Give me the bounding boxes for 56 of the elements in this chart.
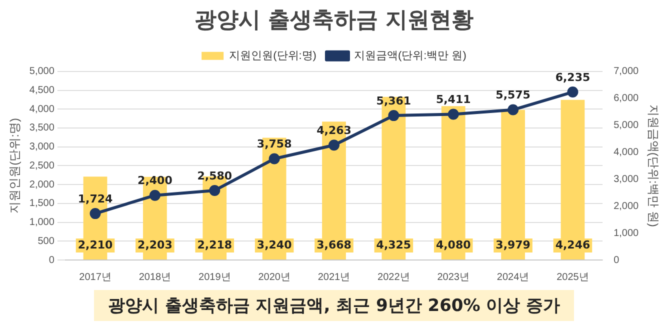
point [328, 140, 340, 151]
y2-axis-title: 지원금액(단위:백만 원) [646, 104, 660, 228]
x-tick-label: 2020년 [258, 272, 290, 283]
y2-tick-label: 4,000 [614, 146, 640, 158]
data-label: 4,325 [376, 238, 412, 252]
chart-title: 광양시 출생축하금 지원현황 [194, 8, 474, 33]
data-label: 3,240 [256, 238, 292, 252]
data-label: 3,668 [316, 238, 352, 252]
x-tick-label: 2023년 [437, 272, 470, 283]
y-tick-label: 0 [48, 254, 55, 266]
y2-tick-label: 0 [614, 254, 620, 266]
y-tick-label: 4,500 [29, 85, 55, 96]
y-tick-label: 4,000 [29, 104, 55, 115]
y2-tick-label: 3,000 [614, 174, 640, 185]
point [209, 184, 220, 196]
data-label: 2,203 [138, 238, 172, 252]
point [388, 110, 400, 122]
x-tick-label: 2017년 [79, 272, 112, 283]
point [268, 153, 280, 164]
y2-tick-label: 7,000 [614, 66, 640, 78]
y-tick-label: 5,000 [29, 66, 55, 78]
point [448, 108, 459, 120]
y-tick-label: 3,000 [29, 142, 55, 153]
y2-tick-label: 6,000 [614, 93, 640, 104]
y2-tick-label: 2,000 [614, 200, 640, 212]
data-label: 4,246 [555, 238, 590, 252]
y2-tick-label: 1,000 [614, 228, 640, 239]
data-label: 6,235 [555, 70, 590, 84]
legend-label: 지원인원(단위:명) [229, 50, 316, 62]
legend-label: 지원금액(단위:백만 원) [354, 50, 466, 62]
data-label: 3,758 [256, 138, 292, 151]
y-tick-label: 2,000 [29, 179, 55, 190]
y-tick-label: 1,000 [29, 217, 55, 228]
data-label: 2,210 [78, 238, 114, 252]
data-label: 5,575 [496, 88, 530, 102]
point [567, 86, 578, 98]
x-tick-label: 2022년 [378, 272, 410, 283]
point [149, 190, 160, 201]
y-tick-label: 3,500 [29, 122, 55, 134]
point [90, 208, 101, 220]
y-tick-label: 2,500 [29, 160, 55, 172]
y-tick-label: 1,500 [29, 198, 55, 210]
x-tick-label: 2021년 [318, 272, 350, 283]
data-label: 5,411 [436, 93, 471, 106]
data-label: 2,218 [197, 238, 232, 252]
y-axis-title: 지원인원(단위:명) [8, 118, 22, 214]
y2-tick-label: 5,000 [614, 120, 640, 132]
x-tick-label: 2025년 [556, 272, 589, 283]
data-label: 4,080 [436, 238, 472, 252]
x-tick-label: 2024년 [496, 272, 530, 283]
x-tick-label: 2018년 [138, 272, 172, 283]
data-label: 3,979 [496, 238, 530, 252]
point [508, 104, 519, 116]
x-tick-label: 2019년 [198, 272, 231, 283]
text: 광양시 출생축하금 지원금액, 최근 9년간 260% 이상 증가 [94, 290, 574, 321]
y-tick-label: 500 [38, 236, 55, 247]
